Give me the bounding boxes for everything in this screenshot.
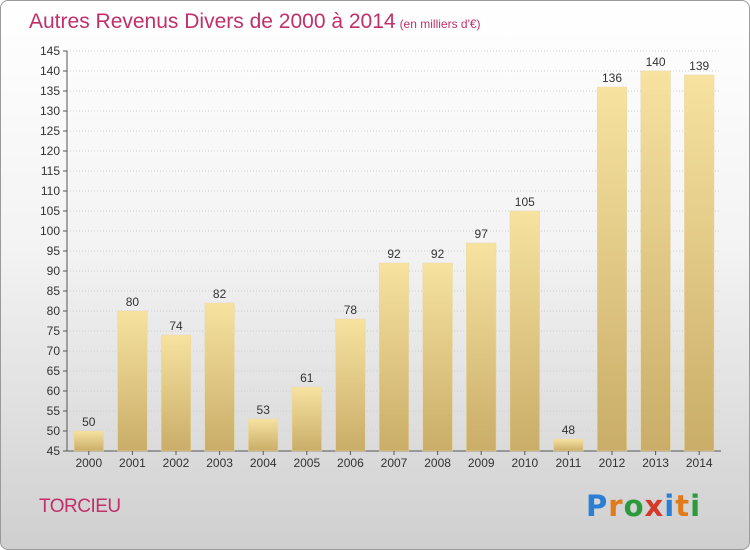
- proxiti-logo: Proxiti: [586, 489, 701, 523]
- y-tick-label: 145: [40, 44, 60, 58]
- bar: [640, 70, 671, 452]
- y-tick-label: 70: [47, 344, 61, 358]
- bar-value-label: 53: [257, 403, 271, 417]
- logo-letter: o: [623, 489, 645, 523]
- bar: [466, 242, 497, 452]
- bar-value-label: 78: [344, 303, 358, 317]
- bar-value-label: 136: [602, 71, 622, 85]
- y-tick-label: 85: [47, 284, 61, 298]
- x-tick-label: 2010: [511, 456, 538, 470]
- y-tick-label: 75: [47, 324, 61, 338]
- x-tick-label: 2002: [163, 456, 190, 470]
- bar-value-label: 48: [562, 423, 576, 437]
- y-tick-label: 140: [40, 64, 60, 78]
- bar: [160, 334, 192, 452]
- bar-value-label: 80: [126, 295, 140, 309]
- logo-letter: i: [690, 489, 702, 523]
- bar-value-label: 139: [689, 59, 709, 73]
- chart-subtitle: (en milliers d'€): [399, 17, 481, 31]
- bar: [335, 318, 366, 452]
- bar-value-label: 82: [213, 287, 227, 301]
- bar-value-label: 92: [431, 247, 445, 261]
- logo-letter: t: [675, 489, 691, 523]
- bar-value-label: 74: [169, 319, 183, 333]
- y-tick-label: 105: [40, 204, 60, 218]
- x-tick-label: 2003: [206, 456, 233, 470]
- bar-value-label: 97: [475, 227, 489, 241]
- x-tick-label: 2004: [250, 456, 277, 470]
- y-tick-label: 100: [40, 224, 60, 238]
- y-tick-label: 45: [47, 444, 61, 458]
- y-tick-label: 60: [47, 384, 61, 398]
- x-tick-label: 2012: [599, 456, 626, 470]
- y-tick-label: 125: [40, 124, 60, 138]
- x-tick-label: 2006: [337, 456, 364, 470]
- y-tick-label: 65: [47, 364, 61, 378]
- bar: [378, 262, 410, 452]
- bar-value-label: 105: [515, 195, 535, 209]
- commune-name: TORCIEU: [39, 496, 121, 517]
- y-tick-label: 50: [47, 424, 61, 438]
- x-tick-label: 2011: [555, 456, 581, 470]
- chart-title-text: Autres Revenus Divers de 2000 à 2014: [29, 10, 396, 33]
- bar: [117, 310, 148, 452]
- bar-value-label: 61: [300, 371, 314, 385]
- x-tick-label: 2014: [686, 456, 713, 470]
- bar: [509, 210, 540, 452]
- bar: [596, 86, 628, 452]
- x-tick-label: 2009: [468, 456, 495, 470]
- x-tick-label: 2008: [424, 456, 451, 470]
- chart-title: Autres Revenus Divers de 2000 à 2014 (en …: [29, 10, 481, 34]
- bar-value-label: 140: [646, 55, 666, 69]
- bar: [684, 74, 715, 452]
- bar-value-label: 92: [387, 247, 401, 261]
- y-tick-label: 135: [40, 84, 60, 98]
- x-tick-label: 2013: [642, 456, 669, 470]
- y-tick-label: 55: [47, 404, 61, 418]
- bar: [291, 386, 322, 452]
- logo-letter: i: [664, 489, 676, 523]
- x-tick-label: 2000: [75, 456, 102, 470]
- bar: [204, 302, 235, 452]
- x-tick-label: 2007: [381, 456, 408, 470]
- y-tick-label: 90: [47, 264, 61, 278]
- logo-letter: P: [586, 489, 609, 523]
- y-tick-label: 130: [40, 104, 60, 118]
- logo-letter: r: [608, 489, 624, 523]
- x-tick-label: 2005: [293, 456, 320, 470]
- y-tick-label: 95: [47, 244, 61, 258]
- bar: [248, 418, 279, 452]
- logo-letter: x: [644, 489, 665, 523]
- x-tick-label: 2001: [119, 456, 146, 470]
- bar-value-label: 50: [82, 415, 96, 429]
- y-tick-label: 120: [40, 144, 60, 158]
- bar: [73, 430, 104, 452]
- y-tick-label: 80: [47, 304, 61, 318]
- y-tick-label: 110: [41, 184, 60, 198]
- y-tick-label: 115: [41, 164, 60, 178]
- bar: [422, 262, 453, 452]
- bar: [553, 438, 584, 452]
